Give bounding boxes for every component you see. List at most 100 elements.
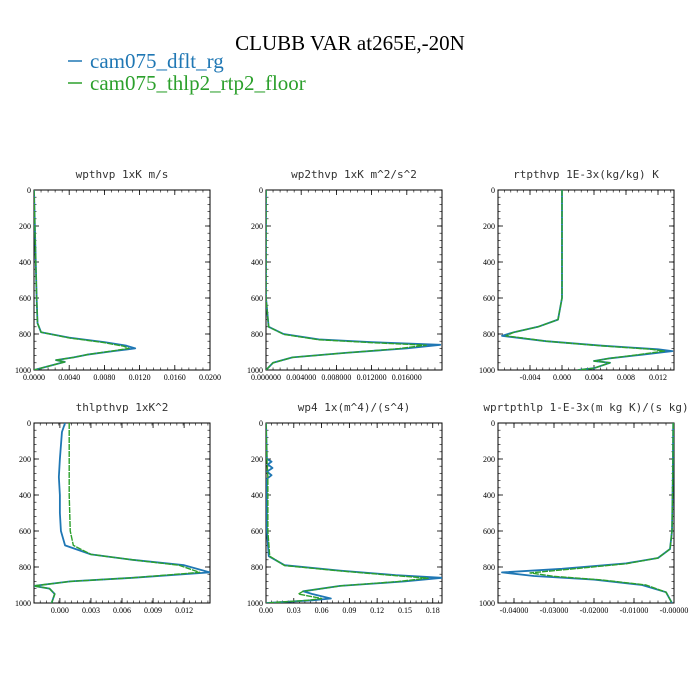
x-tick-label: -0.02000 xyxy=(580,606,609,615)
x-tick-label: 0.0000 xyxy=(23,373,45,382)
y-tick-label: 800 xyxy=(251,330,263,339)
x-tick-label: 0.009 xyxy=(144,606,162,615)
y-tick-label: 200 xyxy=(251,222,263,231)
x-tick-label: 0.0040 xyxy=(58,373,80,382)
plot-frame xyxy=(497,189,675,371)
panel-title: rtpthvp 1E-3x(kg/kg) K xyxy=(513,168,659,181)
x-tick-label: 0.0080 xyxy=(93,373,115,382)
y-tick-label: 800 xyxy=(483,330,495,339)
x-tick-label: 0.012 xyxy=(649,373,667,382)
series-line-dflt-rg xyxy=(501,190,674,370)
panel-title: wp2thvp 1xK m^2/s^2 xyxy=(291,168,417,181)
series-line-thlp2-rtp2-floor xyxy=(34,190,130,370)
y-tick-label: 200 xyxy=(19,455,31,464)
y-tick-label: 200 xyxy=(483,455,495,464)
x-tick-label: 0.0160 xyxy=(164,373,186,382)
panel-title: thlpthvp 1xK^2 xyxy=(76,401,169,414)
x-tick-label: 0.012000 xyxy=(357,373,387,382)
y-tick-label: 400 xyxy=(483,491,495,500)
x-tick-label: 0.0120 xyxy=(129,373,151,382)
series-line-dflt-rg xyxy=(501,423,674,603)
y-tick-label: 400 xyxy=(19,491,31,500)
x-tick-label: -0.04000 xyxy=(500,606,529,615)
x-tick-label: 0.000 xyxy=(553,373,571,382)
legend-label-1: cam075_dflt_rg xyxy=(90,49,224,73)
legend: cam075_dflt_rg cam075_thlp2_rtp2_floor xyxy=(68,49,306,95)
y-tick-label: 400 xyxy=(251,258,263,267)
legend-label-2: cam075_thlp2_rtp2_floor xyxy=(90,71,306,95)
y-tick-label: 600 xyxy=(251,294,263,303)
y-tick-label: 1000 xyxy=(15,366,31,375)
panel-6: wprtpthlp 1-E-3x(m kg K)/(s kg) 0 200 400 60… xyxy=(479,401,689,615)
y-tick-label: 0 xyxy=(27,186,31,195)
figure-title: CLUBB VAR at265E,-20N xyxy=(235,31,465,55)
x-tick-label: 0.09 xyxy=(342,606,356,615)
series-line-thlp2-rtp2-floor xyxy=(505,190,666,370)
y-tick-label: 1000 xyxy=(247,599,263,608)
x-tick-label: 0.12 xyxy=(370,606,384,615)
series-line-dflt-rg xyxy=(34,423,210,603)
y-tick-label: 1000 xyxy=(479,599,495,608)
x-tick-label: 0.000000 xyxy=(251,373,281,382)
series-line-thlp2-rtp2-floor xyxy=(266,190,427,370)
y-tick-label: 1000 xyxy=(247,366,263,375)
series-line-thlp2-rtp2-floor xyxy=(266,423,429,603)
x-tick-label: 0.06 xyxy=(315,606,329,615)
y-tick-label: 1000 xyxy=(479,366,495,375)
panel-4: thlpthvp 1xK^2 0 200 400 600 800 1000 0.000 0.00… xyxy=(15,401,211,615)
series-line-thlp2-rtp2-floor xyxy=(529,423,674,603)
y-tick-label: 1000 xyxy=(15,599,31,608)
x-tick-label: 0.15 xyxy=(398,606,412,615)
plot-frame xyxy=(497,422,675,604)
x-tick-label: 0.016000 xyxy=(392,373,422,382)
y-tick-label: 400 xyxy=(19,258,31,267)
y-tick-label: 0 xyxy=(259,419,263,428)
y-tick-label: 800 xyxy=(483,563,495,572)
y-tick-label: 0 xyxy=(491,186,495,195)
panel-title: wprtpthlp 1-E-3x(m kg K)/(s kg) xyxy=(483,401,688,414)
y-tick-label: 200 xyxy=(251,455,263,464)
y-tick-label: 400 xyxy=(251,491,263,500)
y-tick-label: 200 xyxy=(483,222,495,231)
x-tick-label: 0.004 xyxy=(585,373,603,382)
series-line-dflt-rg xyxy=(266,190,442,370)
y-tick-label: 800 xyxy=(251,563,263,572)
x-tick-label: 0.0200 xyxy=(199,373,221,382)
x-tick-label: 0.003 xyxy=(82,606,100,615)
x-tick-label: -0.004 xyxy=(520,373,541,382)
y-tick-label: 600 xyxy=(483,527,495,536)
x-tick-label: 0.000 xyxy=(51,606,69,615)
y-tick-label: 0 xyxy=(259,186,263,195)
x-tick-label: 0.03 xyxy=(287,606,301,615)
y-tick-label: 0 xyxy=(27,419,31,428)
x-tick-label: 0.18 xyxy=(426,606,440,615)
series-line-dflt-rg xyxy=(266,423,442,603)
y-tick-label: 800 xyxy=(19,563,31,572)
y-tick-label: 800 xyxy=(19,330,31,339)
series-line-thlp2-rtp2-floor xyxy=(34,423,201,603)
y-tick-label: 0 xyxy=(491,419,495,428)
panel-title: wpthvp 1xK m/s xyxy=(76,168,169,181)
x-tick-label: 0.004000 xyxy=(286,373,316,382)
panel-title: wp4 1x(m^4)/(s^4) xyxy=(298,401,411,414)
y-tick-label: 600 xyxy=(251,527,263,536)
y-tick-label: 600 xyxy=(483,294,495,303)
x-tick-label: 0.008000 xyxy=(321,373,351,382)
y-tick-label: 600 xyxy=(19,294,31,303)
y-tick-label: 200 xyxy=(19,222,31,231)
panel-3: rtpthvp 1E-3x(kg/kg) K 0 200 400 600 800 1000 -… xyxy=(479,168,675,382)
series-line-dflt-rg xyxy=(34,190,137,370)
x-tick-label: -0.00000 xyxy=(660,606,689,615)
plot-frame xyxy=(265,422,443,604)
y-tick-label: 400 xyxy=(483,258,495,267)
x-tick-label: 0.006 xyxy=(113,606,131,615)
panel-2: wp2thvp 1xK m^2/s^2020040060080010000.00… xyxy=(247,168,443,382)
y-tick-label: 600 xyxy=(19,527,31,536)
plot-frame xyxy=(33,189,211,371)
x-tick-label: -0.03000 xyxy=(540,606,569,615)
x-tick-label: 0.008 xyxy=(617,373,635,382)
